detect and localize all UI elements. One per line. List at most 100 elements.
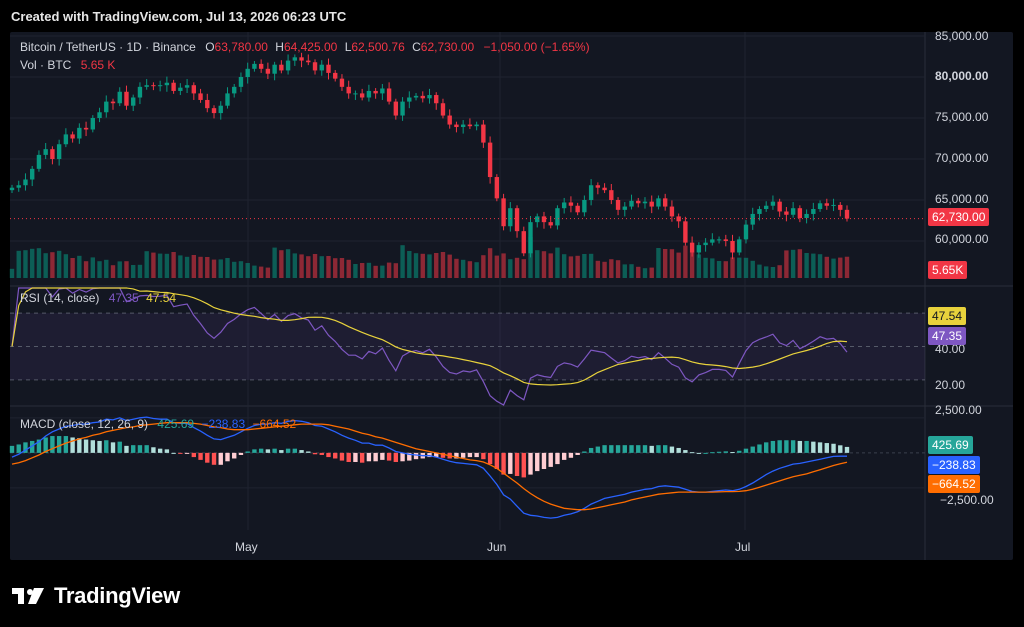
volume-bar bbox=[784, 250, 789, 278]
candle-body bbox=[9, 187, 15, 191]
macd-signal-tag: −664.52 bbox=[928, 475, 980, 493]
volume-bar bbox=[380, 265, 385, 278]
candle-body bbox=[508, 208, 513, 227]
volume-bar bbox=[797, 249, 803, 278]
volume-bar bbox=[710, 258, 715, 278]
macd-hist-bar bbox=[124, 445, 129, 453]
volume-bar bbox=[151, 252, 156, 278]
macd-hist-bar bbox=[750, 446, 755, 453]
macd-hist-bar bbox=[386, 452, 392, 461]
volume-legend: Vol · BTC 5.65 K bbox=[20, 58, 115, 72]
candle-body bbox=[501, 198, 506, 227]
macd-hist-bar bbox=[501, 452, 506, 475]
macd-hist-bar bbox=[838, 445, 843, 453]
volume-bar bbox=[676, 252, 681, 278]
candle-body bbox=[622, 206, 627, 210]
volume-bar bbox=[386, 262, 392, 278]
volume-bar bbox=[460, 259, 466, 278]
volume-bar bbox=[669, 249, 675, 278]
volume-bar bbox=[346, 259, 351, 278]
macd-hist-bar bbox=[629, 445, 634, 453]
volume-bar bbox=[77, 255, 82, 278]
open-label: O bbox=[205, 40, 215, 54]
candle-body bbox=[629, 200, 634, 207]
volume-bar bbox=[662, 249, 668, 278]
volume-bar bbox=[70, 258, 75, 278]
macd-legend: MACD (close, 12, 26, 9) 425.69 −238.83 −… bbox=[20, 417, 296, 431]
candle-body bbox=[656, 198, 661, 207]
volume-bar bbox=[413, 253, 419, 278]
macd-hist-bar bbox=[844, 446, 850, 453]
last-price-tag: 62,730.00 bbox=[928, 208, 990, 226]
volume-bar bbox=[757, 264, 762, 278]
candle-body bbox=[191, 85, 197, 94]
volume-bar bbox=[622, 264, 627, 278]
volume-bar bbox=[272, 247, 277, 278]
macd-hist-bar bbox=[333, 452, 338, 459]
macd-hist-bar bbox=[252, 449, 257, 453]
x-tick-jun: Jun bbox=[487, 540, 507, 554]
volume-bar bbox=[104, 259, 109, 278]
candle-body bbox=[319, 64, 324, 71]
volume-bar bbox=[811, 253, 816, 278]
macd-hist-bar bbox=[508, 452, 513, 474]
macd-hist-bar bbox=[312, 452, 318, 455]
low-label: L bbox=[344, 40, 352, 54]
candle-body bbox=[312, 62, 318, 71]
candle-body bbox=[36, 154, 42, 169]
candle-body bbox=[750, 213, 755, 225]
macd-hist-bar bbox=[636, 445, 641, 453]
candle-body bbox=[420, 95, 425, 99]
candle-body bbox=[83, 127, 89, 130]
candle-body bbox=[30, 168, 35, 180]
candle-body bbox=[198, 93, 203, 100]
macd-hist-bar bbox=[144, 445, 149, 453]
candle-body bbox=[784, 211, 789, 215]
macd-hist-bar bbox=[656, 445, 661, 453]
volume-bar bbox=[110, 265, 116, 278]
volume-bar bbox=[434, 253, 439, 278]
macd-hist-bar bbox=[137, 445, 143, 453]
macd-hist-bar bbox=[77, 438, 82, 453]
candle-body bbox=[615, 200, 621, 210]
volume-bar bbox=[743, 257, 749, 278]
macd-hist-bar bbox=[460, 452, 466, 458]
volume-bar bbox=[144, 251, 149, 278]
candle-body bbox=[595, 185, 601, 188]
high-label: H bbox=[275, 40, 284, 54]
macd-hist-bar bbox=[494, 452, 500, 469]
volume-bar bbox=[487, 248, 493, 278]
volume-bar bbox=[393, 263, 399, 278]
macd-hist-bar bbox=[16, 444, 21, 453]
volume-bar bbox=[157, 253, 163, 278]
candle-body bbox=[279, 64, 284, 71]
candle-body bbox=[588, 185, 594, 200]
candle-body bbox=[790, 208, 796, 215]
candle-body bbox=[602, 187, 607, 191]
macd-hist-bar bbox=[609, 445, 614, 453]
volume-bar bbox=[252, 265, 257, 278]
candle-body bbox=[514, 208, 520, 232]
candle-body bbox=[737, 239, 742, 253]
macd-hist-bar bbox=[454, 452, 459, 459]
macd-hist-bar bbox=[238, 452, 244, 455]
candle-body bbox=[245, 68, 250, 77]
volume-bar bbox=[16, 250, 21, 278]
macd-hist-bar bbox=[245, 451, 250, 453]
volume-bar bbox=[467, 261, 473, 278]
candle-body bbox=[811, 209, 816, 214]
tradingview-logo[interactable]: TradingView bbox=[12, 583, 180, 609]
candle-body bbox=[582, 200, 587, 213]
candle-body bbox=[817, 203, 823, 210]
candle-body bbox=[636, 200, 641, 204]
candle-body bbox=[831, 204, 836, 206]
volume-bar bbox=[683, 245, 688, 278]
candle-body bbox=[434, 95, 439, 104]
candle-body bbox=[63, 134, 69, 145]
volume-bar bbox=[615, 260, 621, 278]
volume-bar bbox=[124, 261, 129, 278]
volume-bar bbox=[609, 259, 614, 278]
macd-hist-bar bbox=[299, 450, 304, 453]
macd-hist-bar bbox=[211, 452, 217, 465]
